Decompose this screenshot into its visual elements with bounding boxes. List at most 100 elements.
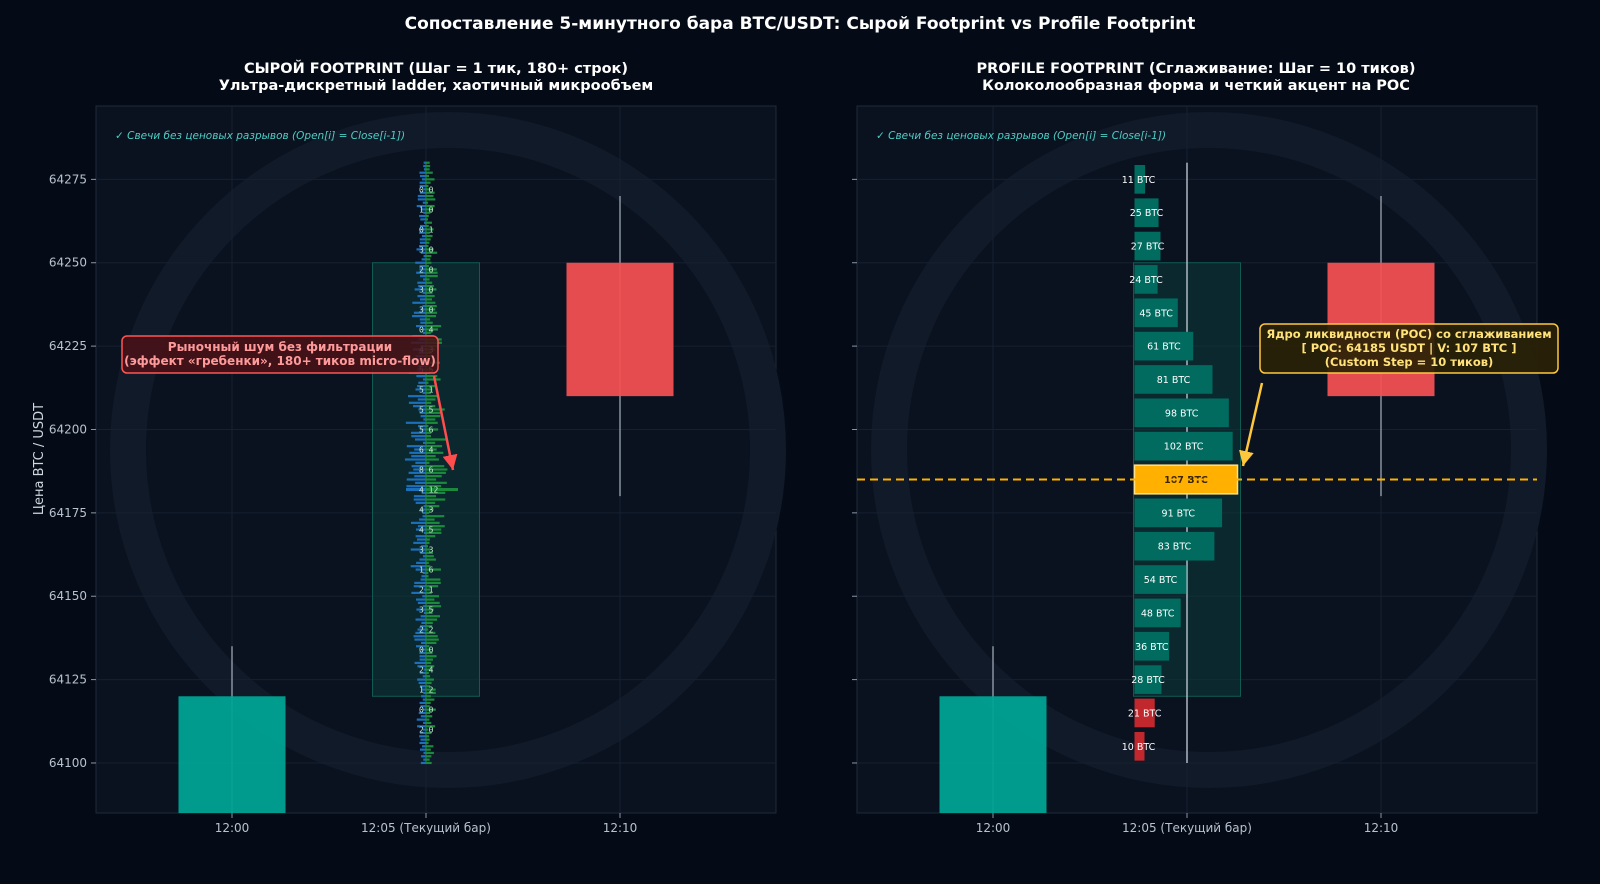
sell-volume-bar <box>423 721 426 725</box>
left-x-tick-label: 12:05 (Текущий бар) <box>361 821 491 835</box>
buy-volume-bar <box>426 548 431 551</box>
buy-volume-bar <box>426 581 441 584</box>
buy-volume-bar <box>426 254 432 258</box>
sell-volume-bar <box>414 661 426 665</box>
sell-volume-bar <box>419 518 426 521</box>
sell-volume-bar <box>419 184 426 188</box>
profile-label: 81 BTC <box>1157 375 1191 386</box>
buy-volume-bar <box>426 455 436 458</box>
buy-volume-bar <box>426 248 434 251</box>
right-watermark-ring <box>871 112 1547 788</box>
buy-volume-bar <box>426 551 433 554</box>
sell-volume-spike <box>406 488 426 492</box>
buy-volume-bar <box>426 251 438 254</box>
sell-volume-bar <box>422 698 426 701</box>
sell-volume-bar <box>417 198 426 201</box>
buy-volume-bar <box>426 641 437 645</box>
sell-volume-bar <box>421 755 426 758</box>
buy-volume-bar <box>426 571 429 574</box>
sell-volume-bar <box>418 381 426 384</box>
buy-volume-bar <box>426 495 437 498</box>
profile-label: 61 BTC <box>1147 342 1181 353</box>
buy-volume-bar <box>426 328 439 331</box>
left-x-tick-label: 12:10 <box>603 821 638 835</box>
profile-label: 98 BTC <box>1165 408 1199 419</box>
profile-bar <box>1134 665 1162 694</box>
buy-volume-bar <box>426 438 448 441</box>
buy-volume-bar <box>426 618 438 621</box>
sell-volume-bar <box>420 218 426 221</box>
sell-volume-bar <box>419 318 426 321</box>
buy-volume-bar <box>426 755 432 758</box>
sell-volume-bar <box>404 458 426 461</box>
sell-volume-bar <box>419 241 426 244</box>
sell-volume-bar <box>419 174 426 178</box>
sell-volume-bar <box>417 294 426 298</box>
buy-volume-bar <box>426 471 446 474</box>
buy-volume-bar <box>426 181 431 184</box>
buy-volume-bar <box>426 214 429 218</box>
sell-volume-bar <box>421 688 426 691</box>
buy-volume-bar <box>426 711 431 715</box>
buy-volume-bar <box>426 745 434 748</box>
buy-volume-bar <box>426 391 431 394</box>
profile-label: 27 BTC <box>1131 242 1165 253</box>
sell-volume-bar <box>421 178 426 181</box>
tick-ladder-label: 0 4 <box>419 325 434 334</box>
buy-volume-bar <box>426 601 440 605</box>
sell-volume-bar <box>421 234 426 238</box>
buy-volume-bar <box>426 761 432 765</box>
sell-volume-bar <box>420 428 426 431</box>
buy-volume-bar <box>426 481 447 484</box>
buy-volume-bar <box>426 405 436 408</box>
buy-volume-bar <box>426 194 434 198</box>
sell-volume-bar <box>421 695 426 698</box>
sell-volume-bar <box>410 431 426 434</box>
sell-volume-bar <box>406 445 426 448</box>
sell-volume-bar <box>419 231 426 234</box>
sell-volume-bar <box>417 281 426 284</box>
profile-label: 10 BTC <box>1122 742 1156 753</box>
buy-volume-bar <box>426 164 431 168</box>
buy-volume-bar <box>426 244 429 248</box>
buy-volume-bar <box>426 521 440 524</box>
buy-volume-bar <box>426 271 438 274</box>
sell-volume-bar <box>418 711 426 715</box>
sell-volume-bar <box>419 735 426 738</box>
buy-volume-bar <box>426 708 436 711</box>
sell-volume-bar <box>420 298 426 301</box>
buy-volume-bar <box>426 264 429 268</box>
sell-volume-bar <box>423 611 426 615</box>
sell-volume-bar <box>422 201 426 204</box>
sell-volume-bar <box>417 628 426 631</box>
profile-bar <box>1134 731 1145 761</box>
buy-volume-bar <box>426 258 431 261</box>
buy-volume-bar <box>426 458 439 461</box>
buy-volume-bar <box>426 298 433 301</box>
profile-bar <box>1134 698 1155 728</box>
sell-volume-bar <box>415 631 426 635</box>
right-x-tick-label: 12:00 <box>976 821 1011 835</box>
buy-volume-bar <box>426 595 439 598</box>
buy-volume-bar <box>426 468 448 471</box>
tick-ladder-label: 4 12 <box>419 486 438 495</box>
sell-volume-bar <box>423 505 426 508</box>
sell-volume-bar <box>423 188 426 191</box>
sell-volume-bar <box>415 461 426 464</box>
buy-volume-bar <box>426 518 435 521</box>
sell-volume-bar <box>420 715 426 718</box>
left-candle-body <box>566 262 674 397</box>
sell-volume-bar <box>423 418 426 421</box>
right-x-tick-label: 12:10 <box>1364 821 1399 835</box>
poc-annotation-arrow <box>1239 382 1264 467</box>
sell-volume-bar <box>420 251 426 254</box>
sell-volume-bar <box>422 331 426 334</box>
sell-volume-bar <box>420 625 426 628</box>
buy-volume-bar <box>426 301 436 304</box>
buy-volume-bar <box>426 535 436 538</box>
left-title-line2: Ультра-дискретный ladder, хаотичный микр… <box>218 78 654 94</box>
buy-volume-bar <box>426 191 435 194</box>
buy-volume-bar <box>426 721 432 725</box>
sell-volume-bar <box>416 538 426 541</box>
